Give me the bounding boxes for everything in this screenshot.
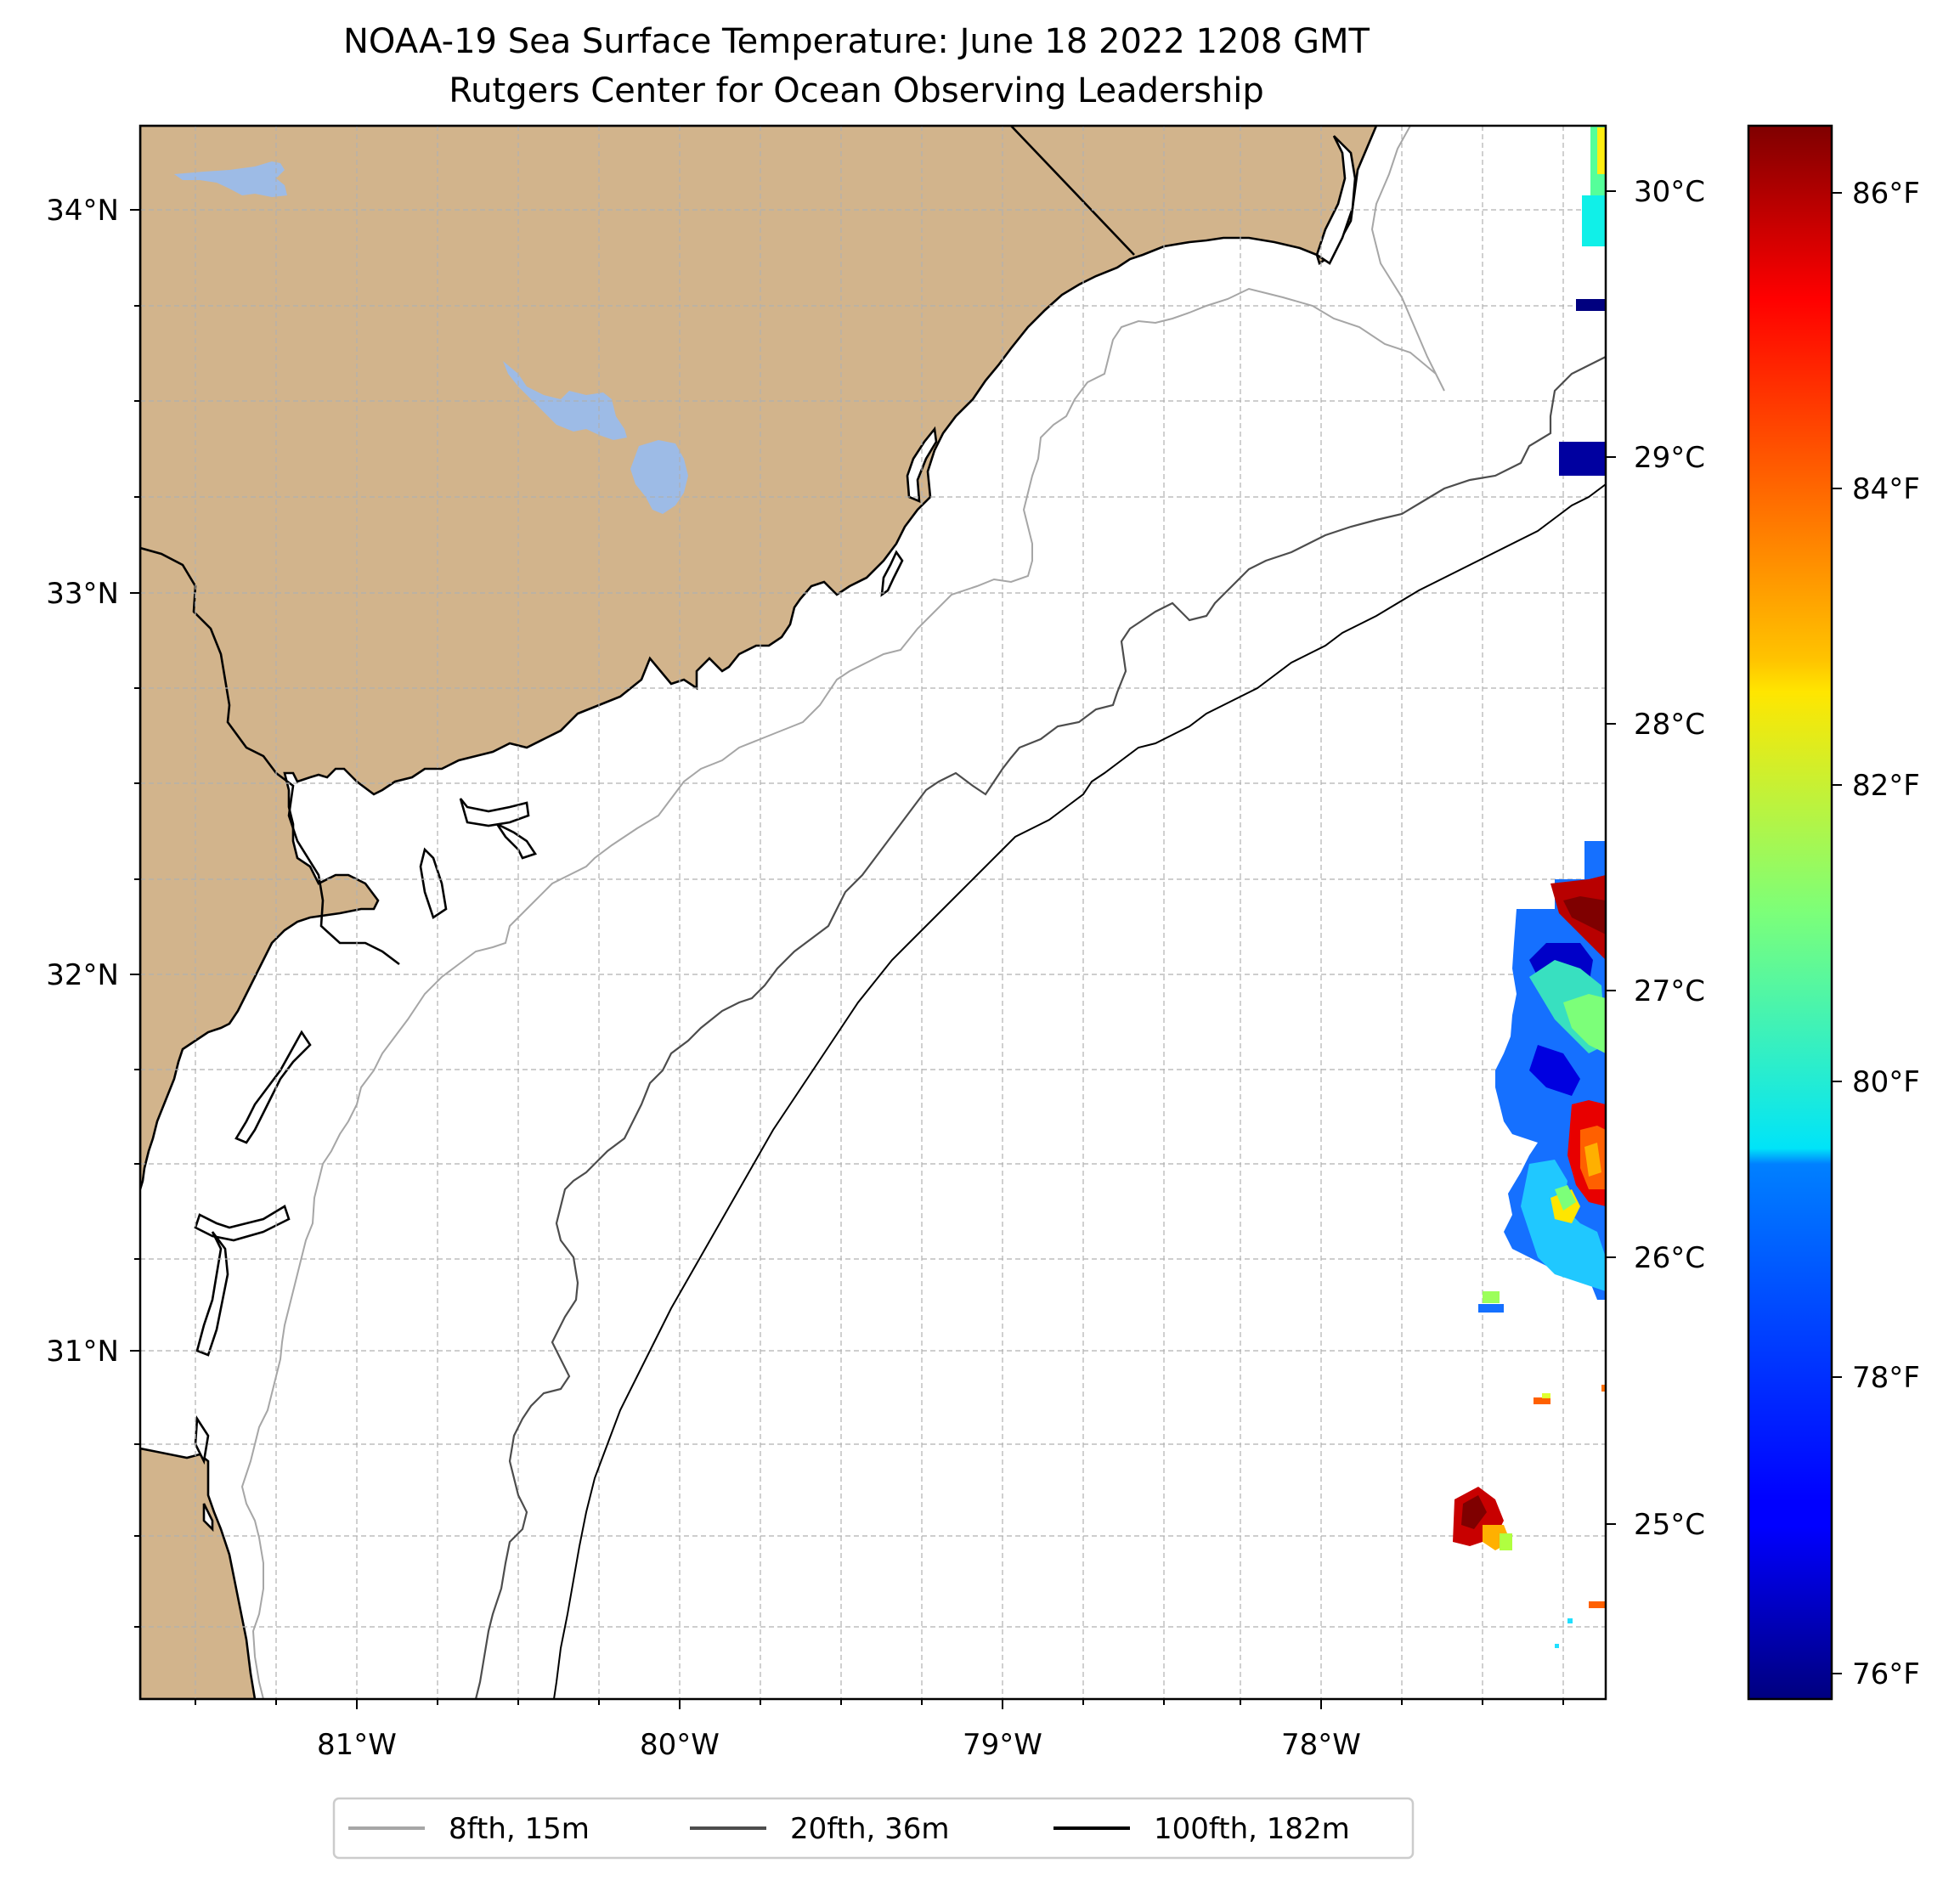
celsius-label-28: 28°C (1634, 708, 1705, 742)
colorbar-label-84f: 84°F (1852, 472, 1920, 506)
lon-axis (195, 1699, 1564, 1709)
celsius-axis (1606, 190, 1616, 1525)
inlets (194, 135, 1357, 1533)
inland-border (140, 546, 400, 966)
colorbar-label-86f: 86°F (1852, 177, 1920, 211)
colorbar-label-80f: 80°F (1852, 1065, 1920, 1099)
colorbar-label-82f: 82°F (1852, 769, 1920, 803)
celsius-label-25: 25°C (1634, 1508, 1705, 1542)
lat-label-31n: 31°N (46, 1335, 119, 1369)
map-area (140, 126, 1606, 1699)
lake-north (174, 161, 287, 197)
lat-label-32n: 32°N (46, 958, 119, 992)
legend: 8fth, 15m 20fth, 36m 100fth, 182m (332, 1797, 1415, 1860)
lon-label-80w: 80°W (640, 1728, 720, 1762)
state-border (1010, 126, 1135, 256)
title-line-2: Rutgers Center for Ocean Observing Leade… (449, 71, 1264, 110)
legend-label-8fth: 8fth, 15m (449, 1812, 590, 1846)
isobath-20fth (474, 356, 1606, 1699)
sst-overlay (1453, 126, 1606, 1648)
colorbar-label-78f: 78°F (1852, 1361, 1920, 1395)
colorbar-ticks (1832, 192, 1842, 1674)
lat-axis (130, 209, 140, 1628)
legend-box (332, 1797, 1415, 1860)
lon-label-78w: 78°W (1281, 1728, 1361, 1762)
celsius-label-30: 30°C (1634, 175, 1705, 209)
legend-label-100fth: 100fth, 182m (1154, 1812, 1350, 1846)
celsius-label-29: 29°C (1634, 441, 1705, 475)
lake-moultrie (630, 440, 688, 514)
isobath-100fth (553, 483, 1606, 1699)
lon-label-79w: 79°W (963, 1728, 1042, 1762)
celsius-label-27: 27°C (1634, 974, 1705, 1008)
isobath-8fth (240, 126, 1445, 1699)
legend-label-20fth: 20fth, 36m (790, 1812, 950, 1846)
colorbar-label-76f: 76°F (1852, 1657, 1920, 1691)
lat-label-34n: 34°N (46, 194, 119, 228)
land (140, 126, 1378, 1190)
lat-label-33n: 33°N (46, 577, 119, 611)
colorbar (1747, 124, 1833, 1701)
lon-label-81w: 81°W (317, 1728, 397, 1762)
celsius-label-26: 26°C (1634, 1241, 1705, 1275)
title-line-1: NOAA-19 Sea Surface Temperature: June 18… (343, 22, 1370, 61)
land-south (140, 1447, 257, 1699)
map-frame (138, 124, 1607, 1701)
